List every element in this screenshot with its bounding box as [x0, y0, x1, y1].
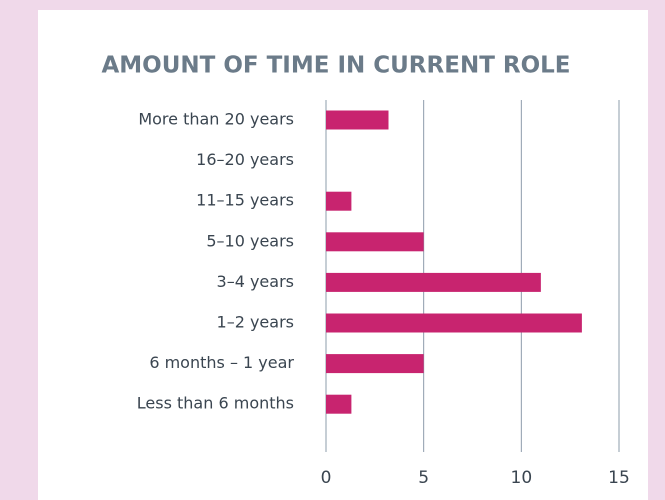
- x-tick-label: 0: [321, 468, 332, 488]
- y-tick-label: Less than 6 months: [137, 394, 294, 413]
- y-tick-label: 3–4 years: [217, 272, 294, 291]
- bar: [326, 394, 352, 414]
- bar: [326, 272, 541, 292]
- bar: [326, 354, 424, 374]
- bar: [326, 110, 389, 130]
- chart-title: AMOUNT OF TIME IN CURRENT ROLE: [101, 53, 570, 79]
- x-tick-label: 15: [608, 468, 630, 488]
- y-tick-label: 11–15 years: [196, 191, 294, 210]
- y-tick-label: 1–2 years: [217, 313, 294, 332]
- y-tick-label: 5–10 years: [206, 231, 294, 250]
- x-tick-label: 10: [511, 468, 533, 488]
- y-tick-label: 16–20 years: [196, 150, 294, 169]
- y-tick-label: 6 months – 1 year: [149, 353, 294, 372]
- bar: [326, 313, 582, 333]
- y-tick-label: More than 20 years: [138, 110, 294, 129]
- bar: [326, 232, 424, 252]
- bar: [326, 191, 352, 211]
- x-tick-label: 5: [418, 468, 429, 488]
- card: [38, 10, 648, 500]
